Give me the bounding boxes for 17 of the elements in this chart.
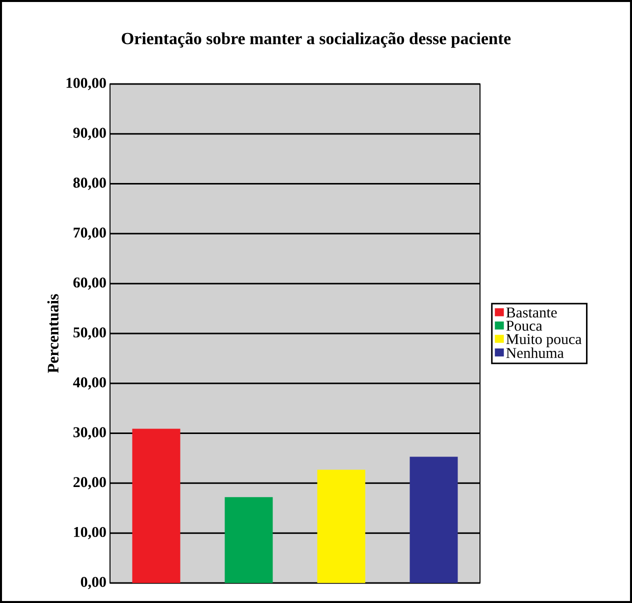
legend-label: Pouca	[506, 320, 542, 331]
y-tick-label: 20,00	[73, 477, 106, 490]
y-tick-label: 100,00	[66, 78, 106, 90]
y-tick-label: 30,00	[73, 427, 106, 440]
y-axis-title: Percentuais	[47, 294, 59, 373]
legend-label: Nenhuma	[506, 348, 564, 358]
legend-label: Muito pouca	[506, 334, 582, 348]
y-tick-label: 50,00	[73, 327, 106, 340]
y-tick-label: 90,00	[73, 128, 106, 140]
y-tick-label: 70,00	[74, 228, 106, 240]
chart-title: Orientação sobre manter a socialização desse paciente	[122, 32, 511, 48]
y-tick-label: 40,00	[73, 377, 106, 390]
y-tick-label: 10,00	[74, 526, 106, 540]
y-tick-label: 0,00	[80, 576, 106, 590]
y-tick-label: 80,00	[73, 178, 106, 190]
y-tick-label: 60,00	[73, 277, 106, 290]
legend-label: Bastante	[506, 308, 557, 318]
